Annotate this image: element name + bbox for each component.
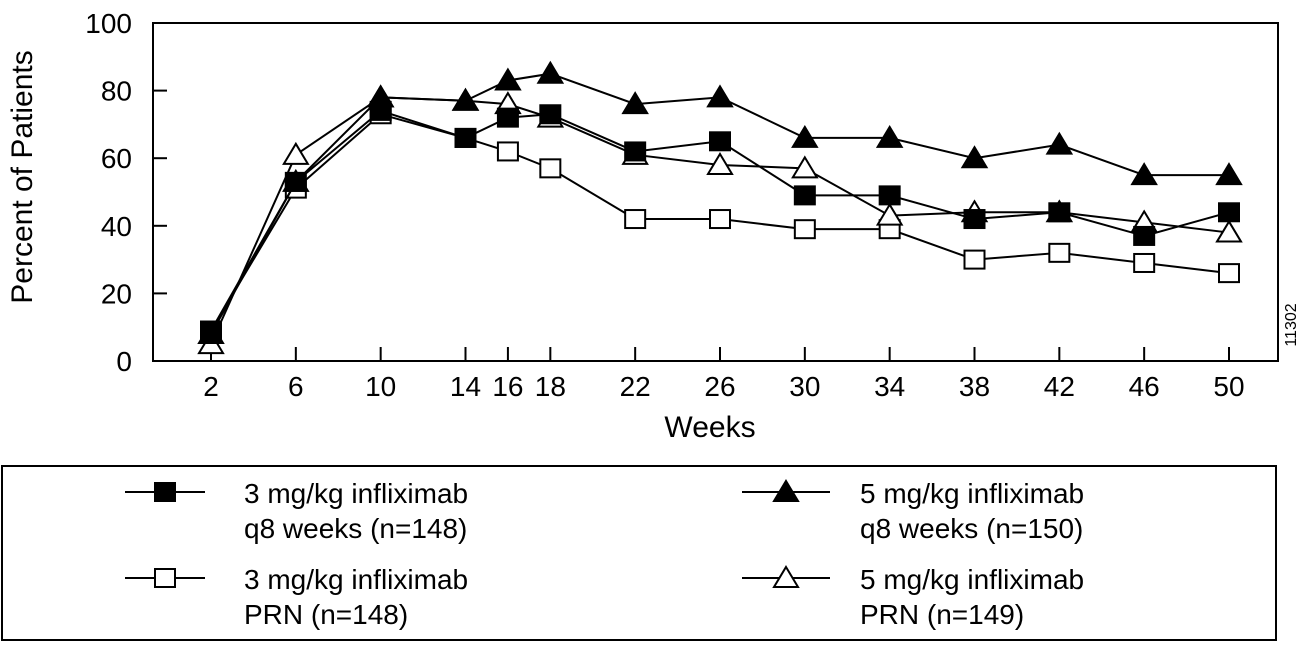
legend-label: 3 mg/kg infliximab [244,564,468,595]
data-point [709,209,731,230]
x-tick-label: 6 [288,371,304,402]
series-1 [200,100,1240,341]
data-point [1048,202,1071,223]
data-point [960,145,989,169]
data-point [963,249,986,270]
x-tick-label: 38 [959,371,990,402]
data-point [793,219,816,240]
y-tick-label: 40 [101,211,132,242]
legend-label: q8 weeks (n=148) [244,513,467,544]
legend-entry-2: 5 mg/kg infliximab q8 weeks (n=150) [742,478,1084,544]
y-tick-label: 0 [116,346,132,377]
y-axis-label: Percent of Patients [6,50,39,303]
data-point [624,141,647,162]
x-tick-label: 14 [450,371,481,402]
data-point [197,321,225,344]
data-point [496,141,519,162]
data-point [1045,131,1074,155]
data-point [621,91,649,115]
data-point [536,60,565,84]
x-tick-label: 50 [1213,371,1244,402]
data-point [875,202,904,226]
legend-marker [772,565,800,588]
data-point [494,67,522,91]
x-tick-label: 2 [203,371,219,402]
data-point [706,84,734,108]
data-point [1133,225,1156,246]
data-point [1218,202,1240,223]
legend-label: 3 mg/kg infliximab [244,478,468,509]
x-axis-label: Weeks [664,411,755,444]
legend-label: 5 mg/kg infliximab [860,564,1084,595]
data-point [1215,162,1243,186]
legend-label: PRN (n=148) [244,599,408,630]
data-point [791,155,819,179]
legend-entry-3: 3 mg/kg infliximab PRN (n=148) [125,564,468,630]
legend-label: q8 weeks (n=150) [860,513,1083,544]
y-tick-label: 80 [101,76,132,107]
legend-label: PRN (n=149) [860,599,1024,630]
series-2 [197,60,1243,344]
data-point [709,131,731,152]
y-tick-label: 20 [101,278,132,309]
data-point [282,141,310,165]
data-point [1133,252,1156,273]
data-point [793,185,816,206]
legend-label: 5 mg/kg infliximab [860,478,1084,509]
data-point [496,107,519,128]
series-line [210,113,1230,332]
x-tick-label: 34 [874,371,905,402]
y-tick-label: 100 [85,8,132,39]
data-point [366,84,395,108]
data-point [706,152,734,175]
legend-marker [772,479,800,502]
x-tick-label: 10 [365,371,396,402]
legend-entry-4: 5 mg/kg infliximab PRN (n=149) [742,564,1084,630]
data-point [1130,162,1158,186]
data-point [1218,263,1240,284]
series-line [210,109,1230,332]
x-tick-label: 46 [1129,371,1160,402]
data-point [451,87,480,111]
data-point [963,209,986,230]
data-point [791,124,819,148]
legend-entry-1: 3 mg/kg infliximab q8 weeks (n=148) [125,478,468,544]
data-point [624,209,647,230]
x-tick-label: 26 [704,371,735,402]
data-point [454,127,477,148]
data-point [1215,219,1243,243]
data-point [1048,242,1071,263]
legend-marker [154,568,176,588]
x-tick-label: 42 [1044,371,1075,402]
x-tick-label: 16 [492,371,523,402]
x-tick-label: 18 [535,371,566,402]
y-tick-label: 60 [101,143,132,174]
data-point [878,185,901,206]
plot-frame [152,22,1279,362]
figure-id: 11302 [1283,303,1300,346]
x-tick-label: 30 [789,371,820,402]
legend-box [1,465,1277,641]
legend-marker [154,482,176,502]
data-point [539,158,562,179]
series-line [210,72,1229,335]
data-point [539,104,562,125]
data-point [282,168,310,192]
series-layer [197,60,1243,355]
legend: 3 mg/kg infliximab q8 weeks (n=148) 5 mg/k… [125,478,1084,630]
x-tick-label: 22 [620,371,651,402]
data-point [875,124,904,148]
